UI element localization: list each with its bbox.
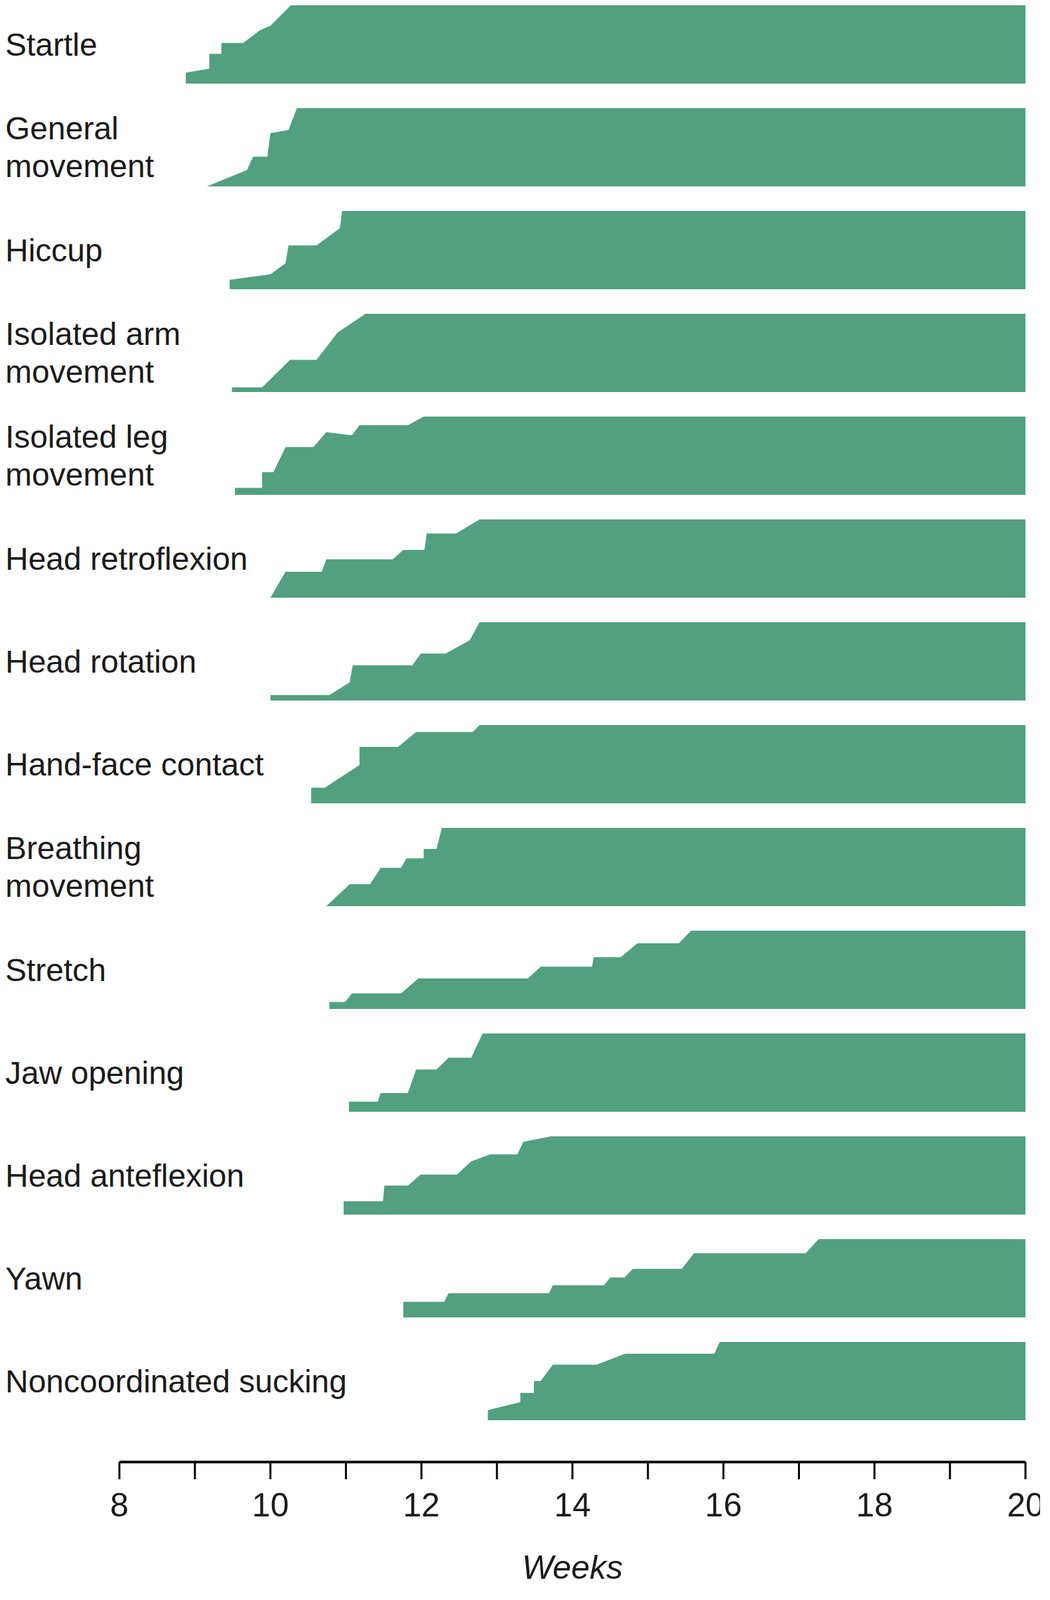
html-text:movement: movement xyxy=(5,868,154,904)
html-text:Isolated arm: Isolated arm xyxy=(5,316,181,352)
html-text:Hand-face contact: Hand-face contact xyxy=(5,746,264,782)
svg-text:8: 8 xyxy=(110,1486,129,1524)
html-text:Jaw opening: Jaw opening xyxy=(5,1054,185,1091)
svg-text:18: 18 xyxy=(856,1486,894,1524)
svg-text:12: 12 xyxy=(403,1486,441,1524)
html-text:Breathing: Breathing xyxy=(5,830,142,866)
html-text:Head anteflexion: Head anteflexion xyxy=(5,1157,245,1193)
html-text:Yawn: Yawn xyxy=(5,1260,83,1296)
svg-text:20: 20 xyxy=(1006,1486,1041,1524)
html-text:Head rotation: Head rotation xyxy=(5,643,197,679)
html-text:Head retroflexion: Head retroflexion xyxy=(5,540,248,577)
html-text:Isolated leg: Isolated leg xyxy=(5,419,169,455)
svg-text:14: 14 xyxy=(553,1486,591,1524)
html-text:Stretch: Stretch xyxy=(5,952,107,988)
html-text:Hiccup: Hiccup xyxy=(5,232,103,268)
svg-text:Weeks: Weeks xyxy=(522,1548,623,1582)
html-text:movement: movement xyxy=(5,148,154,184)
html-text:movement: movement xyxy=(5,354,154,390)
svg-text:16: 16 xyxy=(705,1486,743,1524)
html-text:movement: movement xyxy=(5,457,154,493)
html-text:General: General xyxy=(5,110,119,146)
html-text:Noncoordinated sucking: Noncoordinated sucking xyxy=(5,1363,347,1399)
svg-text:10: 10 xyxy=(252,1486,290,1524)
html-text:Startle: Startle xyxy=(5,26,98,63)
